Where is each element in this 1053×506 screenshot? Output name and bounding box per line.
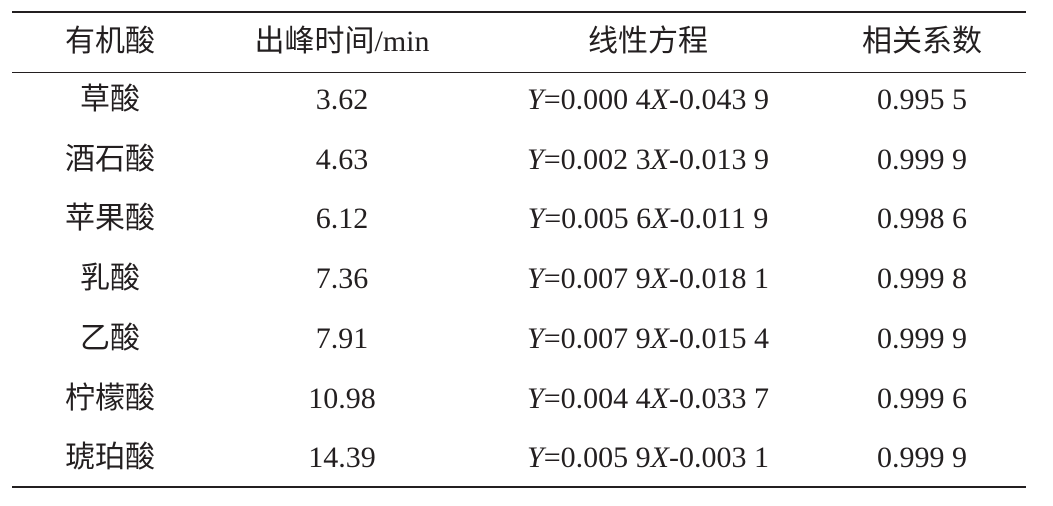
linear-equation: Y=0.005 9X-0.003 1	[527, 441, 769, 475]
bottom-rule	[12, 486, 1026, 488]
correlation-coefficient: 0.999 8	[877, 262, 967, 296]
retention-time: 3.62	[315, 83, 369, 116]
acid-name: 苹果酸	[65, 202, 155, 236]
linear-equation: Y=0.004 4X-0.033 7	[527, 381, 769, 415]
linear-equation: Y=0.005 6X-0.011 9	[527, 202, 769, 236]
acid-name: 草酸	[80, 83, 140, 116]
correlation-coefficient: 0.995 5	[877, 83, 967, 116]
acid-name: 酒石酸	[65, 142, 155, 176]
acid-name: 乳酸	[80, 262, 140, 296]
header-acid-name: 有机酸	[65, 25, 155, 58]
retention-time: 14.39	[308, 441, 376, 475]
header-rule	[12, 72, 1026, 73]
retention-time: 10.98	[308, 381, 376, 415]
retention-time: 6.12	[315, 202, 369, 236]
correlation-coefficient: 0.999 6	[877, 381, 967, 415]
acid-name: 柠檬酸	[65, 381, 155, 415]
linear-equation: Y=0.002 3X-0.013 9	[527, 142, 769, 176]
correlation-coefficient: 0.999 9	[877, 441, 967, 475]
retention-time: 7.91	[315, 321, 369, 355]
header-retention-time: 出峰时间/min	[254, 25, 430, 58]
correlation-coefficient: 0.999 9	[877, 142, 967, 176]
header-linear-equation: 线性方程	[588, 25, 708, 58]
retention-time: 4.63	[315, 142, 369, 176]
retention-time: 7.36	[315, 262, 369, 296]
top-rule	[12, 11, 1026, 13]
acid-name: 琥珀酸	[65, 441, 155, 475]
correlation-coefficient: 0.998 6	[877, 202, 967, 236]
acid-name: 乙酸	[80, 321, 140, 355]
linear-equation: Y=0.007 9X-0.018 1	[527, 262, 769, 296]
header-correlation-coefficient: 相关系数	[862, 25, 982, 58]
linear-equation: Y=0.007 9X-0.015 4	[527, 321, 769, 355]
correlation-coefficient: 0.999 9	[877, 321, 967, 355]
linear-equation: Y=0.000 4X-0.043 9	[527, 83, 769, 116]
